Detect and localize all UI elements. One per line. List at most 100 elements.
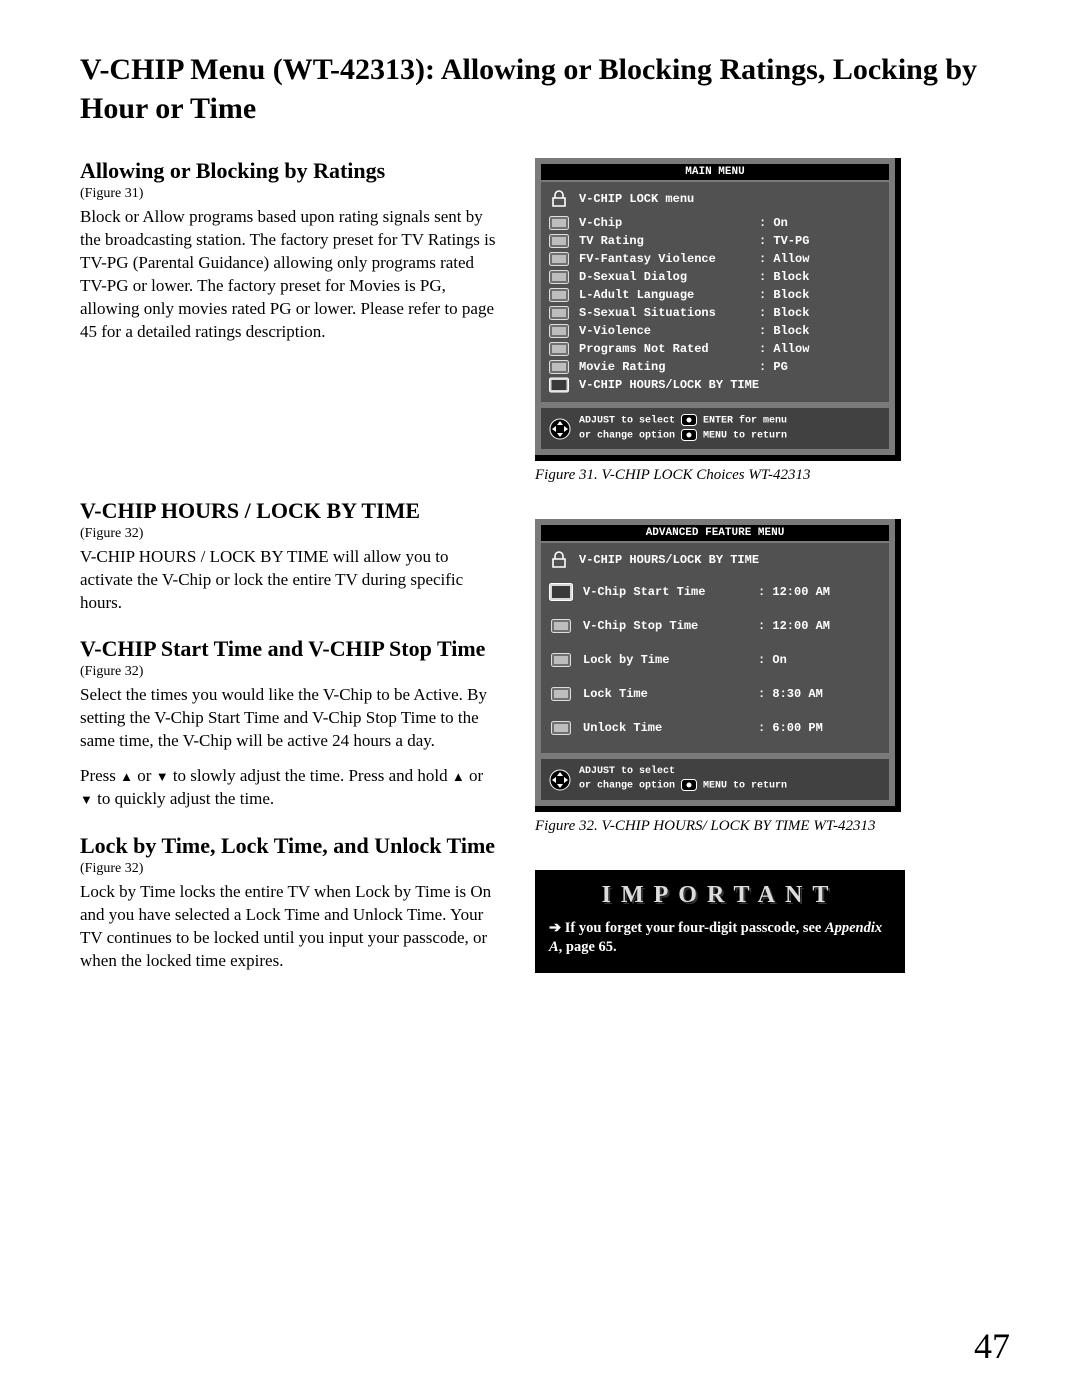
- menu-value: : 8:30 AM: [758, 687, 881, 701]
- menu-row: V-Chip Start Time : 12:00 AM: [549, 575, 881, 609]
- menu-label: V-Chip Start Time: [583, 585, 748, 599]
- fig31-caption: Figure 31. V-CHIP LOCK Choices WT-42313: [535, 467, 1010, 484]
- screen-icon: [549, 288, 569, 302]
- menu-label: V-Chip Stop Time: [583, 619, 748, 633]
- menu-label: V-Chip: [579, 216, 749, 230]
- text: to quickly adjust the time.: [93, 789, 274, 808]
- screen-icon: [549, 252, 569, 266]
- section4-body: Lock by Time locks the entire TV when Lo…: [80, 881, 500, 973]
- hint-text: or change option: [579, 430, 675, 441]
- section2-body: V-CHIP HOURS / LOCK BY TIME will allow y…: [80, 546, 500, 615]
- menu-row: V-Chip: On: [549, 214, 881, 232]
- screen-icon: [549, 650, 573, 670]
- arrow-right-icon: ➔: [549, 920, 561, 936]
- screen-icon: [549, 234, 569, 248]
- important-text: If you forget your four-digit passcode, …: [561, 920, 825, 936]
- menu-row: V-Chip Stop Time : 12:00 AM: [549, 609, 881, 643]
- screen-icon: [549, 306, 569, 320]
- fig32-title: ADVANCED FEATURE MENU: [541, 525, 889, 541]
- menu-row: Lock Time : 8:30 AM: [549, 677, 881, 711]
- right-column: MAIN MENU V-CHIP LOCK menu V-Chip: OnTV …: [535, 158, 1010, 985]
- section1-heading: Allowing or Blocking by Ratings: [80, 158, 500, 184]
- menu-label: D-Sexual Dialog: [579, 270, 749, 284]
- text: or: [465, 766, 483, 785]
- screen-icon: [549, 582, 573, 602]
- text: or: [133, 766, 156, 785]
- screen-icon: [549, 270, 569, 284]
- section2-heading: V-CHIP HOURS / LOCK BY TIME: [80, 498, 500, 524]
- section1-body: Block or Allow programs based upon ratin…: [80, 206, 500, 344]
- section3-body2: Press ▲ or ▼ to slowly adjust the time. …: [80, 765, 500, 811]
- left-column: Allowing or Blocking by Ratings (Figure …: [80, 158, 500, 985]
- menu-value: : PG: [759, 360, 881, 374]
- menu-value: : 6:00 PM: [758, 721, 881, 735]
- menu-label: FV-Fantasy Violence: [579, 252, 749, 266]
- screen-icon: [549, 616, 573, 636]
- menu-label: TV Rating: [579, 234, 749, 248]
- menu-value: : Allow: [759, 342, 881, 356]
- menu-row: Programs Not Rated : Allow: [549, 340, 881, 358]
- hint-text: MENU to return: [703, 781, 787, 792]
- section2-figref: (Figure 32): [80, 526, 500, 542]
- menu-button-icon: [681, 429, 697, 441]
- fig32-hintbar: ADJUST to select or change option MENU t…: [541, 759, 889, 800]
- text: Press: [80, 766, 120, 785]
- lock-icon: [549, 553, 569, 567]
- menu-row: S-Sexual Situations: Block: [549, 304, 881, 322]
- menu-label: V-Violence: [579, 324, 749, 338]
- hint-text: MENU to return: [703, 430, 787, 441]
- enter-button-icon: [681, 414, 697, 426]
- hint-text: ADJUST to select: [579, 766, 675, 777]
- section3-heading: V-CHIP Start Time and V-CHIP Stop Time: [80, 636, 500, 662]
- hint-text: ADJUST to select: [579, 416, 675, 427]
- fig31-hintbar: ADJUST to select ENTER for menu or chang…: [541, 408, 889, 449]
- screen-icon: [549, 718, 573, 738]
- up-triangle-icon: ▲: [120, 769, 133, 784]
- menu-row: FV-Fantasy Violence : Allow: [549, 250, 881, 268]
- screen-icon: [549, 360, 569, 374]
- menu-label: Lock Time: [583, 687, 748, 701]
- menu-row: Unlock Time : 6:00 PM: [549, 711, 881, 745]
- menu-value: : TV-PG: [759, 234, 881, 248]
- hint-text: or change option: [579, 781, 675, 792]
- screen-icon: [549, 216, 569, 230]
- up-triangle-icon: ▲: [452, 769, 465, 784]
- text: to slowly adjust the time. Press and hol…: [169, 766, 452, 785]
- menu-value: : Block: [759, 270, 881, 284]
- down-triangle-icon: ▼: [156, 769, 169, 784]
- menu-value: : Block: [759, 288, 881, 302]
- section3-body1: Select the times you would like the V-Ch…: [80, 684, 500, 753]
- menu-label: V-CHIP HOURS/LOCK BY TIME: [579, 378, 759, 392]
- menu-row: D-Sexual Dialog : Block: [549, 268, 881, 286]
- menu-row: Lock by Time: On: [549, 643, 881, 677]
- menu-label: Programs Not Rated: [579, 342, 749, 356]
- hint-text: ENTER for menu: [703, 416, 787, 427]
- menu-value: : On: [758, 653, 881, 667]
- important-box: IMPORTANT ➔ If you forget your four-digi…: [535, 870, 905, 973]
- adjust-icon: [549, 418, 571, 440]
- menu-label: Unlock Time: [583, 721, 748, 735]
- section1-figref: (Figure 31): [80, 186, 500, 202]
- fig31-header: V-CHIP LOCK menu: [579, 192, 881, 206]
- section4-heading: Lock by Time, Lock Time, and Unlock Time: [80, 833, 500, 859]
- down-triangle-icon: ▼: [80, 792, 93, 807]
- menu-value: : 12:00 AM: [758, 585, 881, 599]
- menu-row: TV Rating : TV-PG: [549, 232, 881, 250]
- menu-row: Movie Rating: PG: [549, 358, 881, 376]
- menu-value: : Allow: [759, 252, 881, 266]
- important-title: IMPORTANT: [549, 882, 891, 909]
- menu-label: S-Sexual Situations: [579, 306, 749, 320]
- fig32-caption: Figure 32. V-CHIP HOURS/ LOCK BY TIME WT…: [535, 818, 1010, 835]
- screen-icon: [549, 684, 573, 704]
- figure31-menu: MAIN MENU V-CHIP LOCK menu V-Chip: OnTV …: [535, 158, 901, 461]
- menu-button-icon: [681, 779, 697, 791]
- screen-icon: [549, 378, 569, 392]
- menu-row: V-CHIP HOURS/LOCK BY TIME: [549, 376, 881, 394]
- section4-figref: (Figure 32): [80, 861, 500, 877]
- section3-figref: (Figure 32): [80, 664, 500, 680]
- menu-value: : Block: [759, 324, 881, 338]
- page-title: V-CHIP Menu (WT-42313): Allowing or Bloc…: [80, 50, 1010, 128]
- fig32-header: V-CHIP HOURS/LOCK BY TIME: [579, 553, 881, 567]
- important-text2: , page 65.: [559, 939, 617, 955]
- menu-value: : 12:00 AM: [758, 619, 881, 633]
